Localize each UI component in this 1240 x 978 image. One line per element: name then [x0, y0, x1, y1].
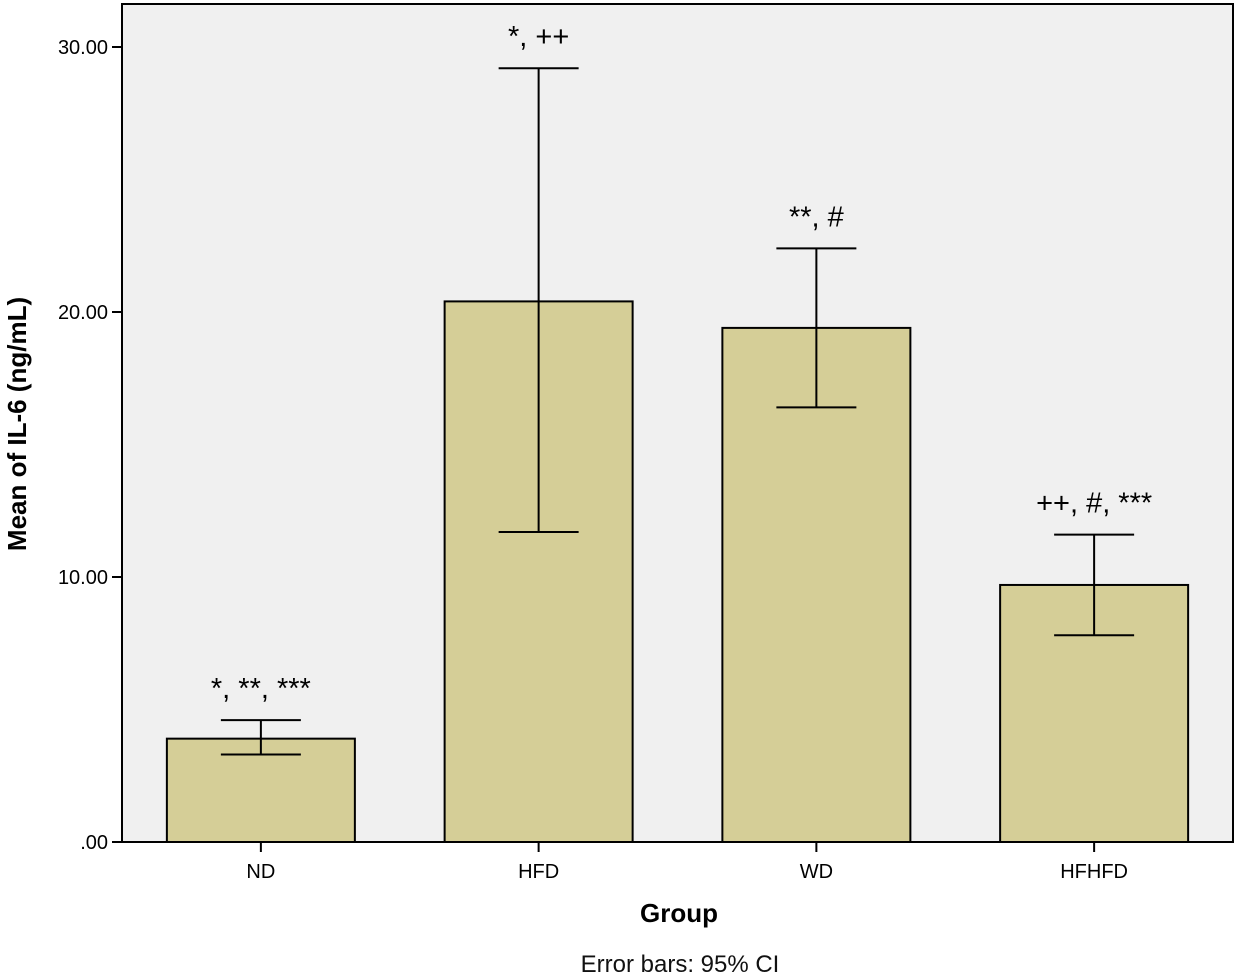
x-axis-title: Group [640, 898, 718, 928]
annotation-hfhfd: ++, #, *** [1036, 488, 1152, 520]
y-tick-label: 30.00 [58, 37, 108, 59]
y-axis-title: Mean of IL-6 (ng/mL) [2, 297, 32, 551]
x-tick-label-nd: ND [246, 861, 275, 883]
error-bars [220, 67, 1135, 756]
error-bar-hfhfd [1054, 533, 1135, 637]
y-tick-label: 10.00 [58, 567, 108, 589]
bar-wd [721, 326, 912, 843]
annotation-hfd: *, ++ [508, 21, 569, 53]
y-tick-label: .00 [80, 832, 108, 854]
significance-annotations: *, **, *** *, ++ **, # ++, #, *** [211, 21, 1152, 705]
annotation-nd: *, **, *** [211, 673, 311, 705]
y-axis-ticks: .00 10.00 20.00 30.00 [58, 37, 122, 854]
error-bar-wd [776, 247, 857, 409]
annotation-wd: **, # [789, 201, 844, 233]
y-tick-label: 20.00 [58, 302, 108, 324]
x-tick-label-wd: WD [800, 861, 833, 883]
error-bar-hfd [498, 67, 579, 533]
x-tick-label-hfhfd: HFHFD [1060, 861, 1128, 883]
x-tick-label-hfd: HFD [518, 861, 559, 883]
error-bars-caption: Error bars: 95% CI [581, 951, 780, 978]
error-bar-nd [220, 719, 301, 756]
x-axis-ticks: ND HFD WD HFHFD [246, 842, 1128, 883]
